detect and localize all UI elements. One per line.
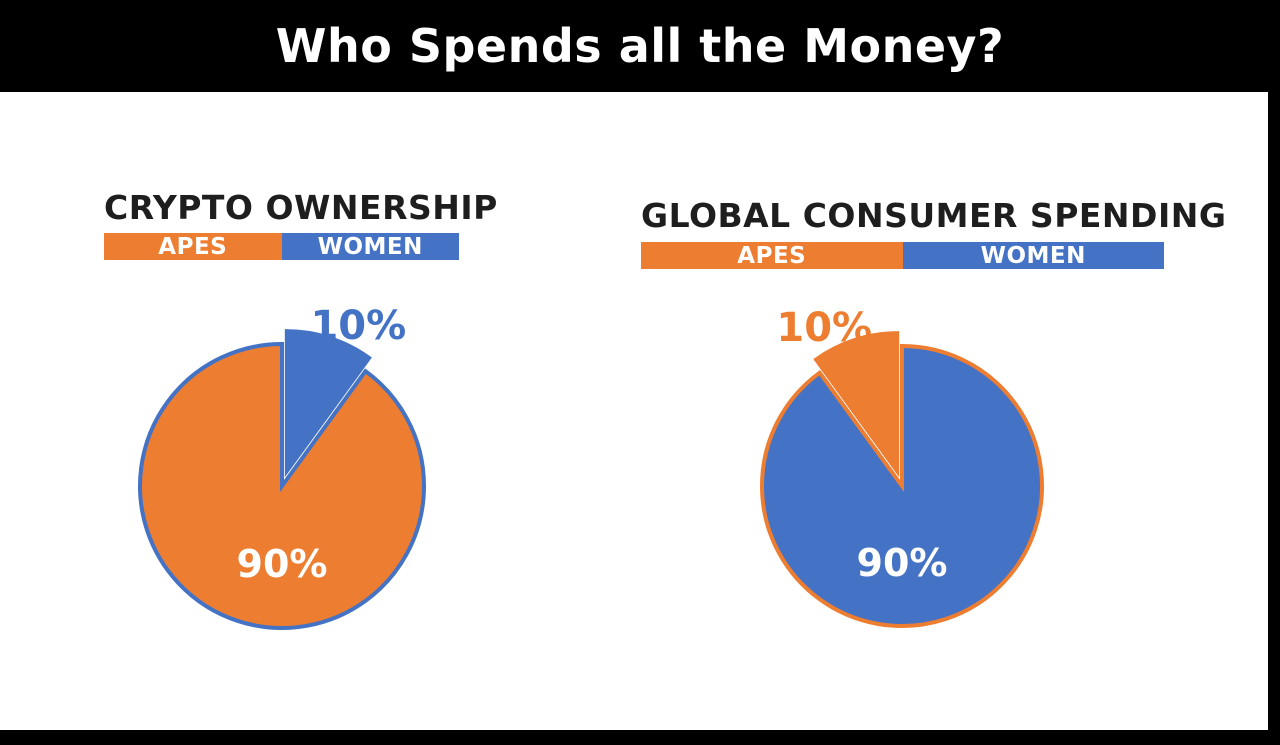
slice-label-women: 10% xyxy=(310,303,406,349)
slice-label-apes: 10% xyxy=(776,305,872,351)
pie-slice-women xyxy=(760,343,1044,628)
legend-item-women: WOMEN xyxy=(281,233,459,260)
slice-label-apes: 90% xyxy=(237,542,328,586)
pie-slice-apes xyxy=(813,331,900,478)
legend-item-apes: APES xyxy=(641,242,903,269)
legend-crypto: APES WOMEN xyxy=(104,233,459,260)
pie-slice-apes xyxy=(138,341,426,630)
page-title: Who Spends all the Money? xyxy=(275,19,1005,73)
chart-title-crypto: CRYPTO OWNERSHIP xyxy=(104,188,498,227)
title-banner: Who Spends all the Money? xyxy=(0,0,1280,92)
pie-slice-women xyxy=(284,329,372,478)
legend-spending: APES WOMEN xyxy=(641,242,1164,269)
slice-label-women: 90% xyxy=(857,541,948,585)
legend-item-women: WOMEN xyxy=(902,242,1164,269)
chart-title-spending: GLOBAL CONSUMER SPENDING xyxy=(641,196,1227,235)
legend-item-apes: APES xyxy=(104,233,282,260)
